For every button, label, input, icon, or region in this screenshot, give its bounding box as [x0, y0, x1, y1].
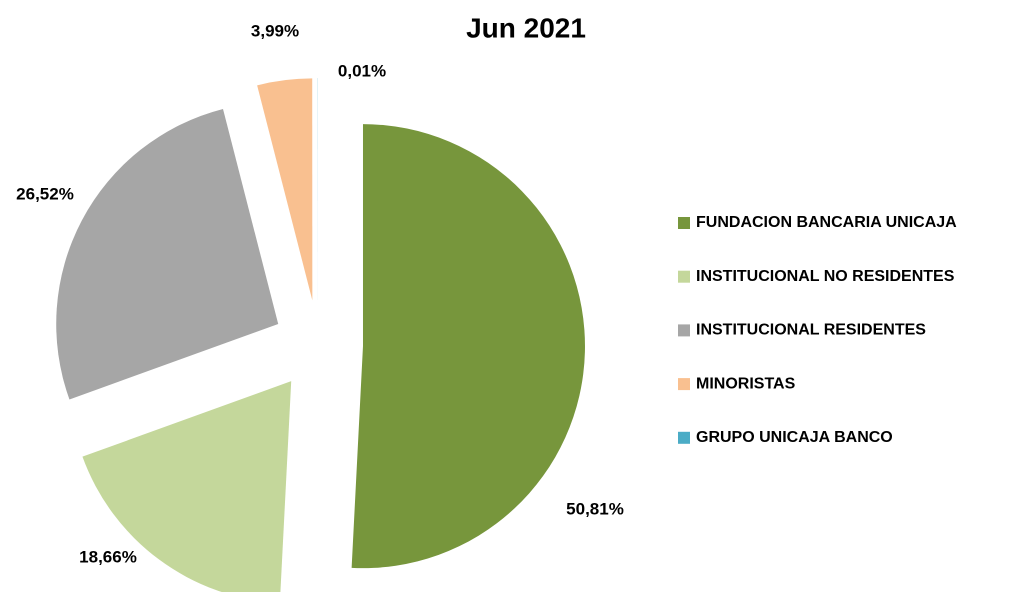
data-label: 50,81% [566, 499, 624, 518]
data-label: 26,52% [16, 184, 74, 203]
chart-title: Jun 2021 [466, 12, 586, 43]
pie-slice [56, 109, 278, 400]
legend-label: INSTITUCIONAL NO RESIDENTES [696, 268, 955, 285]
legend-label: FUNDACION BANCARIA UNICAJA [696, 214, 957, 231]
legend-swatch [678, 378, 690, 390]
pie-slice [257, 78, 312, 300]
legend-label: INSTITUCIONAL RESIDENTES [696, 322, 926, 339]
legend-label: MINORISTAS [696, 375, 796, 392]
legend-swatch [678, 217, 690, 229]
legend-label: GRUPO UNICAJA BANCO [696, 429, 893, 446]
legend-swatch [678, 271, 690, 283]
legend-swatch [678, 324, 690, 336]
data-label: 18,66% [79, 547, 137, 566]
data-label: 0,01% [338, 61, 386, 80]
legend-swatch [678, 432, 690, 444]
pie-slice [352, 124, 585, 568]
data-label: 3,99% [251, 21, 299, 40]
